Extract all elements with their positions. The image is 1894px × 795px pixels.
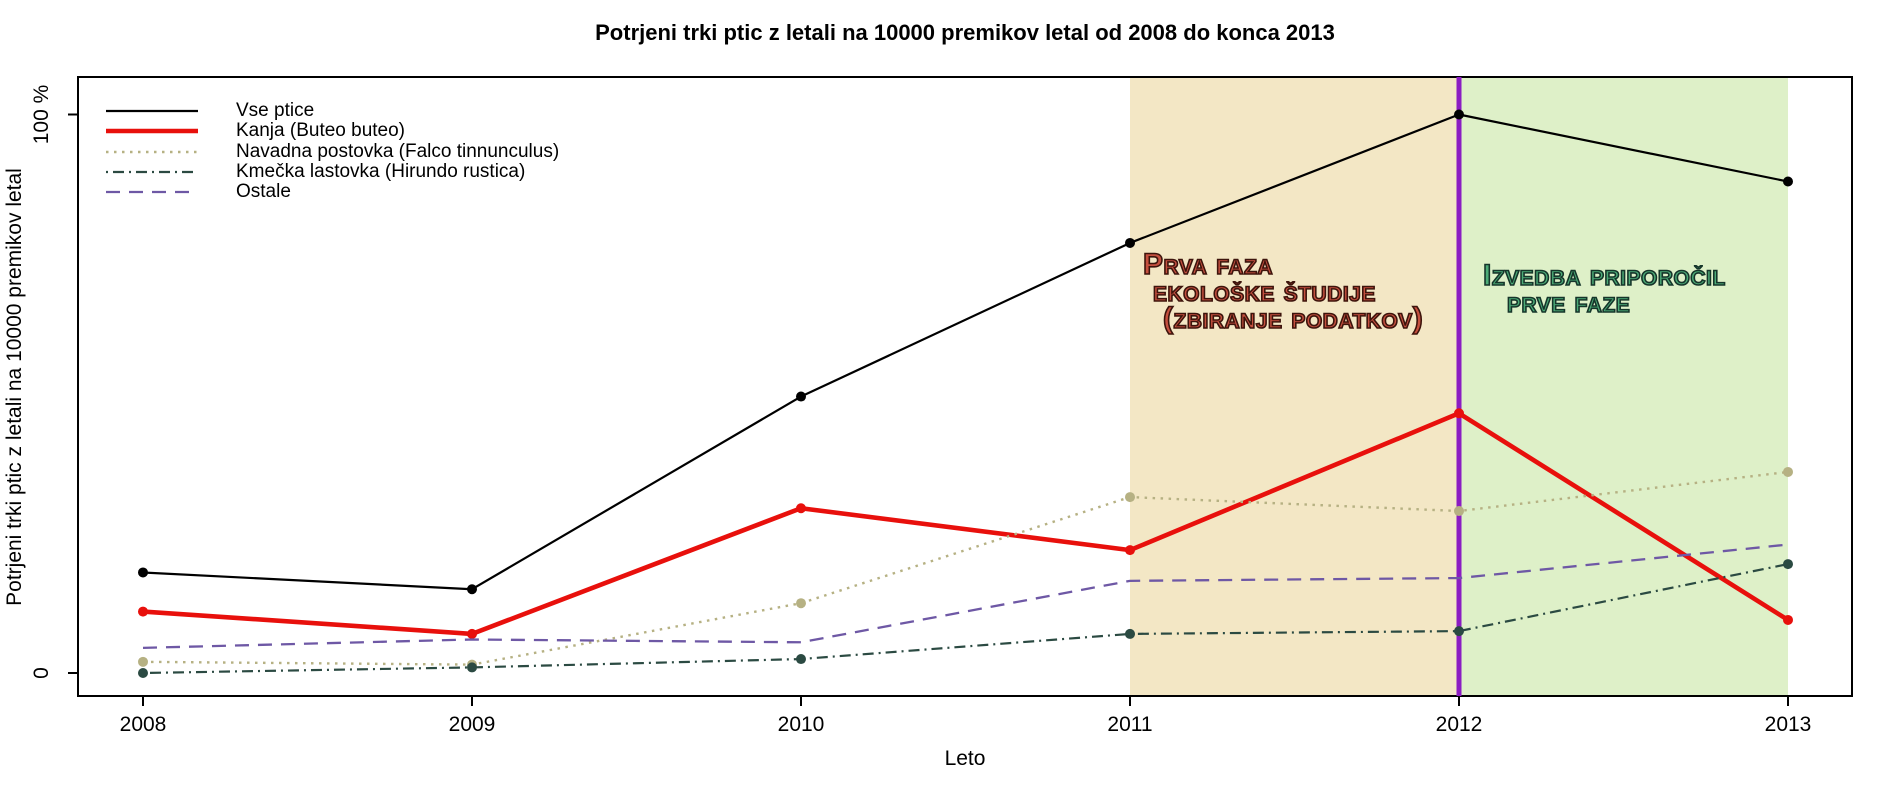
phase-1-band [1130,77,1459,696]
phase-1-annotation: Prva faza ekološke študije (zbiranje pod… [1142,248,1424,335]
legend-label: Kanja (Buteo buteo) [236,120,406,142]
phase-2-annotation-line: prve faze [1506,286,1631,319]
y-tick-label: 100 % [30,85,53,145]
data-point-0 [138,567,148,578]
data-point-0 [1783,176,1793,187]
data-point-0 [467,584,477,595]
data-point-2 [1783,466,1793,477]
x-tick-label: 2009 [449,713,496,736]
legend-line-sample [106,129,198,134]
legend-item: Ostale [104,181,559,203]
data-point-3 [1125,628,1135,639]
phase-1-annotation-line: ekološke študije [1152,275,1376,308]
plot-area-border [77,76,1853,697]
data-point-3 [1783,559,1793,570]
x-tick-label: 2011 [1107,713,1152,736]
data-point-1 [796,503,806,514]
legend-item: Kanja (Buteo buteo) [104,120,559,142]
data-point-1 [1125,545,1135,556]
legend-label: Navadna postovka (Falco tinnunculus) [236,140,560,162]
legend-line-sample [106,150,198,153]
x-axis-title: Leto [944,747,986,770]
legend-line-sample [106,110,198,113]
legend-line-sample [106,191,198,194]
series-line-1 [142,410,1790,637]
x-tick-label: 2012 [1436,713,1483,736]
data-point-3 [796,654,806,665]
x-tick-label: 2008 [120,713,167,736]
chart-title: Potrjeni trki ptic z letali na 10000 pre… [595,20,1335,45]
legend-item: Vse ptice [104,100,559,122]
data-point-1 [138,606,148,617]
data-point-1 [1454,408,1464,419]
phase-2-band [1459,77,1788,696]
legend-item: Kmečka lastovka (Hirundo rustica) [104,161,559,183]
data-point-3 [467,662,477,673]
x-tick-label: 2010 [778,713,825,736]
legend-item: Navadna postovka (Falco tinnunculus) [104,140,560,162]
series-line-0 [142,113,1789,591]
legend: Vse ptice Kanja (Buteo buteo) Navadna post… [104,100,560,203]
legend-line-sample [106,170,198,174]
data-point-2 [796,598,806,609]
phase-1-annotation-line: Prva faza [1142,248,1274,281]
data-point-1 [1783,614,1793,625]
data-point-3 [138,668,148,678]
data-point-2 [1125,492,1135,503]
series-line-2 [142,470,1789,666]
y-tick-label: 0 [30,667,53,679]
x-tick-label: 2013 [1765,713,1812,736]
data-point-0 [1125,237,1135,248]
data-point-1 [467,628,477,639]
data-point-0 [796,391,806,402]
data-point-0 [1454,109,1464,120]
data-point-2 [138,656,148,667]
phase-2-annotation-line: Izvedba priporočil [1482,259,1726,292]
phase-1-annotation-line: (zbiranje podatkov) [1162,302,1424,335]
series-line-3 [142,563,1789,675]
data-point-3 [1454,626,1464,637]
legend-label: Vse ptice [236,100,315,122]
phase-2-annotation: Izvedba priporočil prve faze [1482,259,1726,319]
legend-label: Kmečka lastovka (Hirundo rustica) [236,161,526,183]
legend-label: Ostale [236,181,291,203]
data-point-2 [1454,506,1464,517]
